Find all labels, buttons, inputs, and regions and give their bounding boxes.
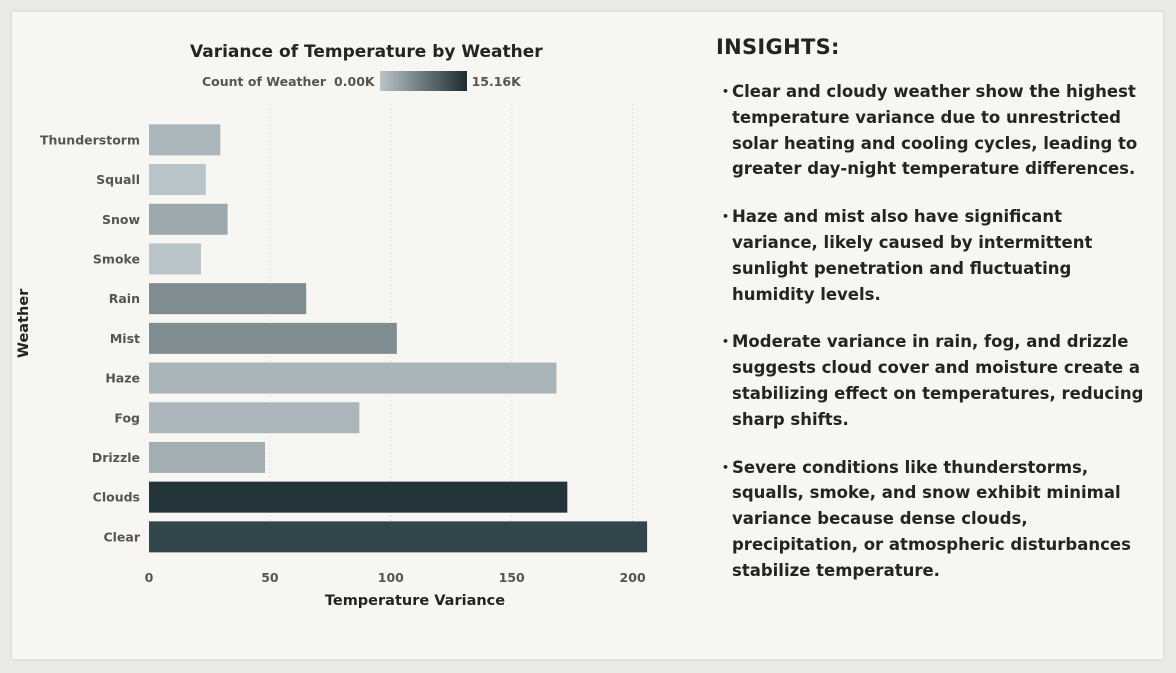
bar: [149, 243, 201, 275]
x-tick-label: 0: [145, 570, 154, 585]
legend-min-label: 0.00K: [334, 73, 375, 89]
legend-gradient: [379, 71, 467, 91]
x-tick-label: 50: [261, 570, 279, 585]
x-tick-label: 200: [620, 570, 646, 585]
bar: [149, 283, 307, 315]
category-label: Snow: [102, 212, 140, 227]
category-label: Haze: [105, 371, 140, 386]
category-label: Rain: [109, 291, 140, 306]
category-label: Clouds: [93, 490, 140, 505]
bar: [149, 322, 397, 354]
bar: [149, 203, 228, 235]
category-label: Clear: [103, 529, 140, 544]
category-label: Fog: [114, 410, 140, 425]
bar: [149, 402, 360, 434]
insight-item: Clear and cloudy weather show the highes…: [722, 79, 1147, 182]
x-tick-label: 100: [378, 570, 404, 585]
bar: [149, 124, 221, 156]
category-label: Drizzle: [92, 450, 140, 465]
category-label: Mist: [110, 331, 140, 346]
bar: [149, 362, 557, 394]
insight-item: Haze and mist also have significant vari…: [722, 204, 1147, 307]
bar: [149, 481, 568, 513]
insight-item: Severe conditions like thunderstorms, sq…: [722, 455, 1147, 584]
insights-title: INSIGHTS:: [716, 35, 840, 59]
insight-item: Moderate variance in rain, fog, and driz…: [722, 329, 1147, 432]
x-axis-title: Temperature Variance: [324, 593, 506, 609]
bar: [149, 441, 266, 473]
legend-title: Count of Weather: [202, 73, 327, 89]
bar: [149, 164, 206, 196]
bar: [149, 521, 648, 553]
x-tick-label: 150: [499, 570, 525, 585]
legend-max-label: 15.16K: [471, 73, 521, 89]
insights-list: Clear and cloudy weather show the highes…: [722, 79, 1147, 606]
category-label: Squall: [96, 172, 140, 187]
category-label: Smoke: [93, 251, 140, 266]
chart-title: Variance of Temperature by Weather: [190, 42, 543, 62]
category-label: Thunderstorm: [40, 132, 140, 147]
color-legend: Count of Weather 0.00K 15.16K: [202, 71, 521, 91]
